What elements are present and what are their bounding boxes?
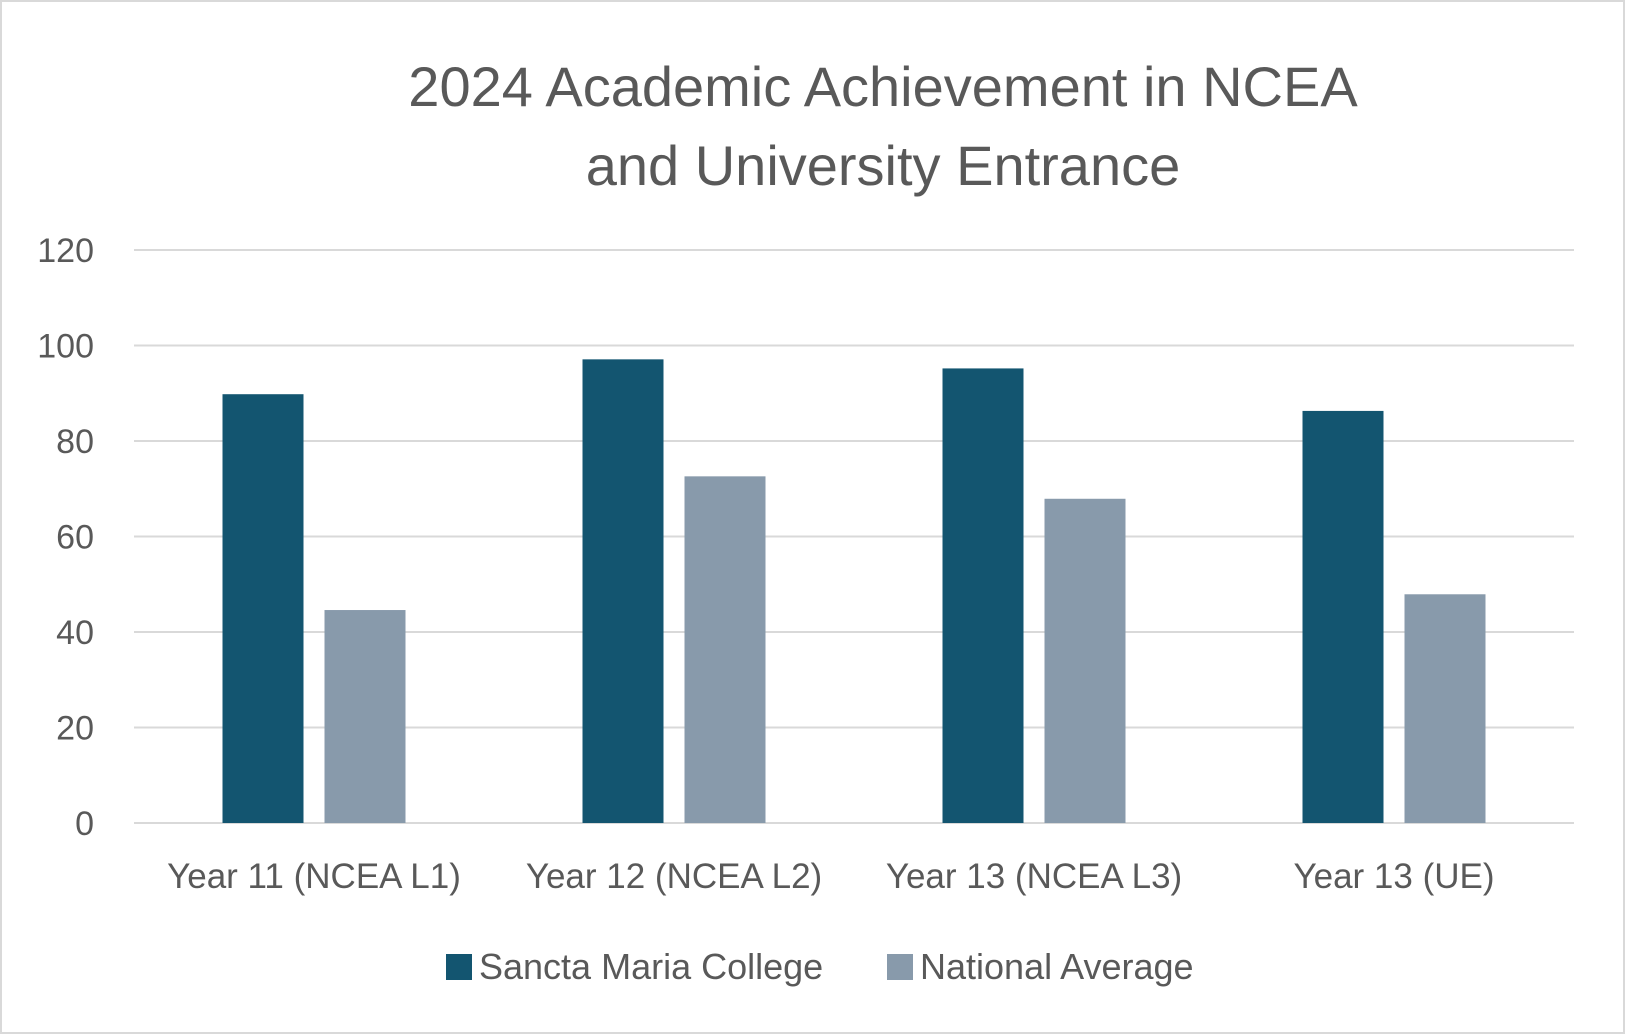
bar-national-average-3: [1044, 498, 1126, 823]
bars: [222, 359, 1486, 823]
y-tick-label-0: 0: [75, 805, 94, 843]
bar-national-average-1: [324, 610, 406, 823]
x-axis-category-labels: Year 11 (NCEA L1) Year 12 (NCEA L2) Year 1…: [167, 857, 1494, 896]
y-tick-label-60: 60: [56, 519, 94, 557]
x-category-label-3: Year 13 (NCEA L3): [886, 857, 1182, 896]
legend-swatch-national-average: [887, 954, 913, 980]
legend-label-sancta-maria-college: Sancta Maria College: [479, 946, 823, 987]
chart-title: 2024 Academic Achievement in NCEA and Un…: [408, 55, 1358, 197]
y-axis-tick-labels: 0 20 40 60 80 100 120: [37, 232, 94, 843]
legend-swatch-sancta-maria-college: [446, 954, 472, 980]
y-tick-label-80: 80: [56, 423, 94, 461]
legend: Sancta Maria College National Average: [446, 946, 1194, 987]
legend-label-national-average: National Average: [920, 946, 1194, 987]
y-tick-label-20: 20: [56, 710, 94, 748]
y-tick-label-100: 100: [37, 328, 94, 366]
bar-national-average-4: [1404, 594, 1486, 823]
y-tick-label-40: 40: [56, 614, 94, 652]
x-category-label-1: Year 11 (NCEA L1): [167, 857, 461, 896]
bar-sancta-maria-college-4: [1302, 410, 1384, 823]
x-category-label-2: Year 12 (NCEA L2): [526, 857, 822, 896]
chart-title-line-2: and University Entrance: [586, 134, 1181, 197]
x-category-label-4: Year 13 (UE): [1293, 857, 1494, 896]
bar-sancta-maria-college-2: [582, 359, 664, 823]
bar-sancta-maria-college-1: [222, 394, 304, 823]
chart-title-line-1: 2024 Academic Achievement in NCEA: [408, 55, 1358, 118]
bar-sancta-maria-college-3: [942, 368, 1024, 823]
y-tick-label-120: 120: [37, 232, 94, 270]
bar-national-average-2: [684, 476, 766, 823]
